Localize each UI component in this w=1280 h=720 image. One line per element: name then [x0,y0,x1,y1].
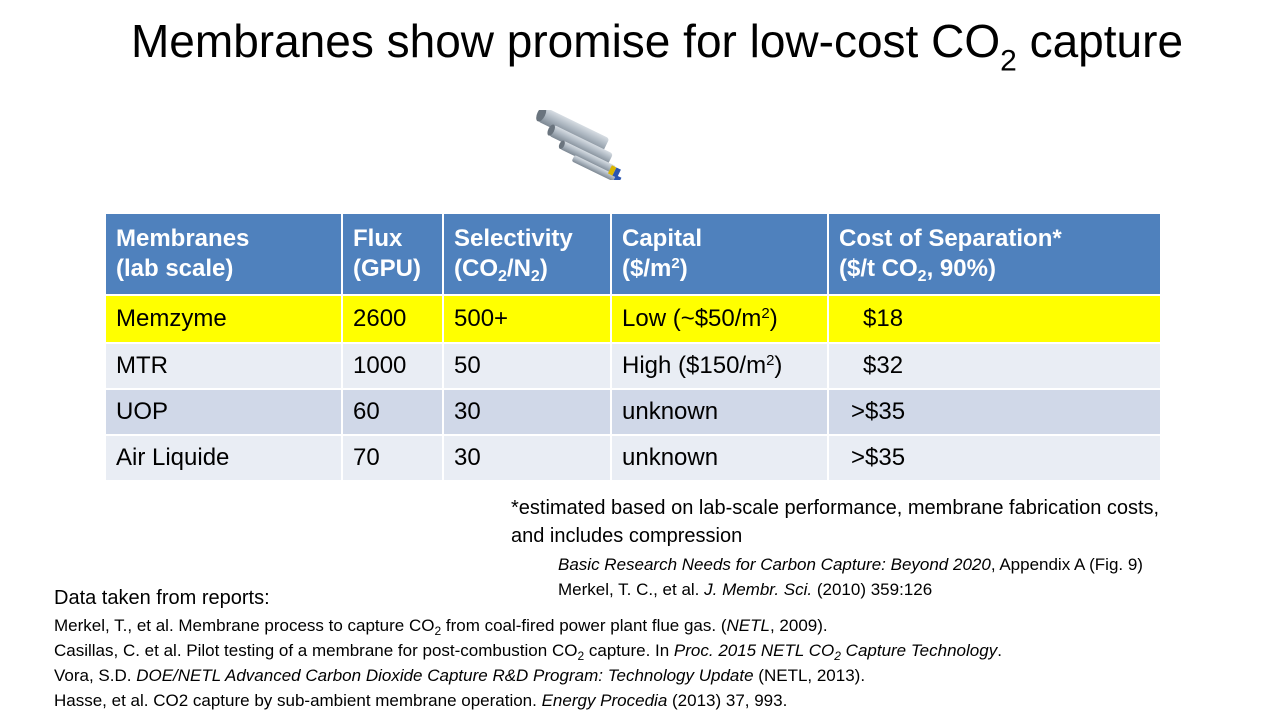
cell-flux: 2600 [341,294,444,344]
footnote-references: Basic Research Needs for Carbon Capture:… [558,552,1143,602]
cell-cost: >$35 [827,388,1162,436]
cell-selectivity: 30 [442,388,612,436]
table-row: MTR 1000 50 High ($150/m2) $32 [104,342,1162,390]
table-row: Memzyme 2600 500+ Low (~$50/m2) $18 [104,294,1162,344]
cell-cost: $18 [827,294,1162,344]
reports-heading: Data taken from reports: [54,587,270,609]
header-selectivity: Selectivity (CO2/N2) [442,212,612,296]
cell-capital: unknown [610,434,829,482]
cell-selectivity: 500+ [442,294,612,344]
cell-capital: Low (~$50/m2) [610,294,829,344]
table-row: Air Liquide 70 30 unknown >$35 [104,434,1162,482]
cell-name: UOP [104,388,343,436]
cell-name: Air Liquide [104,434,343,482]
cell-flux: 60 [341,388,444,436]
reference-item: Merkel, T. C., et al. J. Membr. Sci. (20… [558,580,933,599]
report-references: Merkel, T., et al. Membrane process to c… [54,613,1002,713]
reference-item: Vora, S.D. DOE/NETL Advanced Carbon Diox… [54,666,866,685]
cost-footnote: *estimated based on lab-scale performanc… [511,497,1160,547]
membrane-comparison-table: Membranes (lab scale) Flux (GPU) Selectivi… [104,212,1162,482]
cell-selectivity: 30 [442,434,612,482]
membrane-modules-illustration [536,110,622,180]
table-row: UOP 60 30 unknown >$35 [104,388,1162,436]
cell-cost: >$35 [827,434,1162,482]
cell-flux: 70 [341,434,444,482]
reference-item: Hasse, et al. CO2 capture by sub-ambient… [54,691,788,710]
cell-capital: unknown [610,388,829,436]
table-header-row: Membranes (lab scale) Flux (GPU) Selectivi… [104,212,1162,296]
reference-item: Basic Research Needs for Carbon Capture:… [558,555,1143,574]
cell-selectivity: 50 [442,342,612,390]
header-membranes: Membranes (lab scale) [104,212,343,296]
header-cost-of-separation: Cost of Separation* ($/t CO2, 90%) [827,212,1162,296]
reference-item: Merkel, T., et al. Membrane process to c… [54,616,828,639]
cell-name: Memzyme [104,294,343,344]
slide-title: Membranes show promise for low-cost CO2 … [130,15,1184,78]
reference-item: Casillas, C. et al. Pilot testing of a m… [54,641,1002,664]
header-flux: Flux (GPU) [341,212,444,296]
cell-flux: 1000 [341,342,444,390]
cell-capital: High ($150/m2) [610,342,829,390]
cell-name: MTR [104,342,343,390]
cell-cost: $32 [827,342,1162,390]
header-capital: Capital ($/m2) [610,212,829,296]
